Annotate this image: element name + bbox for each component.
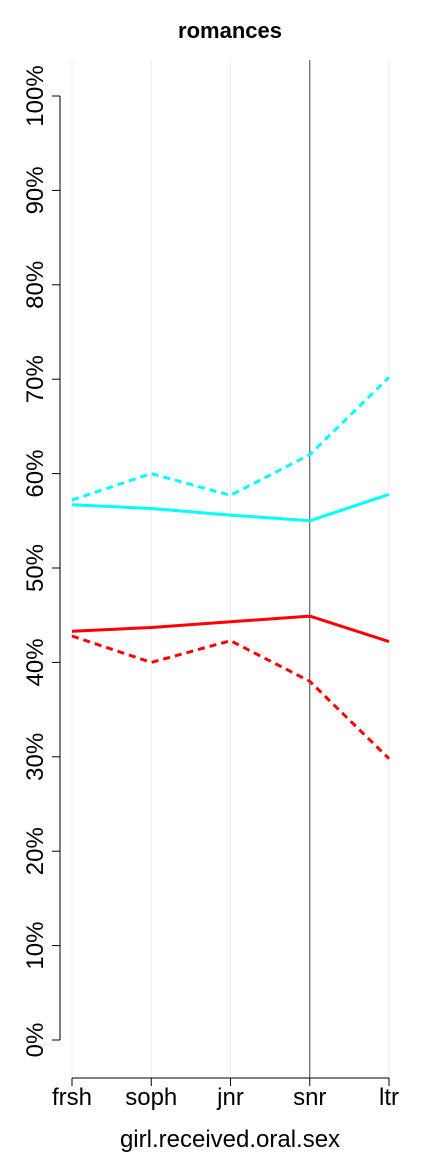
series-layer xyxy=(71,376,391,760)
x-tick-label-frsh: frsh xyxy=(52,1084,92,1111)
y-tick-label-8: 80% xyxy=(22,261,49,309)
grid-layer xyxy=(71,60,390,1078)
y-tick-label-1: 10% xyxy=(22,922,49,970)
y-tick-label-9: 90% xyxy=(22,166,49,214)
x-tick-label-soph: soph xyxy=(125,1084,177,1111)
y-tick-label-2: 20% xyxy=(22,827,49,875)
axis-layer: 0% 10% 20% 30% 40% 50% 60% 70% 80% 90% 100% frsh sop… xyxy=(22,60,399,1111)
y-tick-label-10: 100% xyxy=(22,65,49,126)
y-tick-label-4: 40% xyxy=(22,638,49,686)
chart-title: romances xyxy=(178,18,282,43)
x-tick-label-ltr: ltr xyxy=(379,1084,399,1111)
x-axis-label: girl.received.oral.sex xyxy=(120,1126,340,1152)
y-tick-label-3: 30% xyxy=(22,733,49,781)
y-tick-label-6: 60% xyxy=(22,450,49,498)
x-tick-label-jnr: jnr xyxy=(216,1084,244,1111)
series-line-2 xyxy=(71,614,390,644)
series-line-1 xyxy=(71,492,390,523)
series-line-3 xyxy=(71,634,391,760)
y-tick-label-5: 50% xyxy=(22,544,49,592)
series-line-0 xyxy=(71,376,391,502)
y-tick-label-0: 0% xyxy=(22,1023,49,1058)
y-tick-label-7: 70% xyxy=(22,355,49,403)
x-tick-label-snr: snr xyxy=(293,1084,326,1111)
